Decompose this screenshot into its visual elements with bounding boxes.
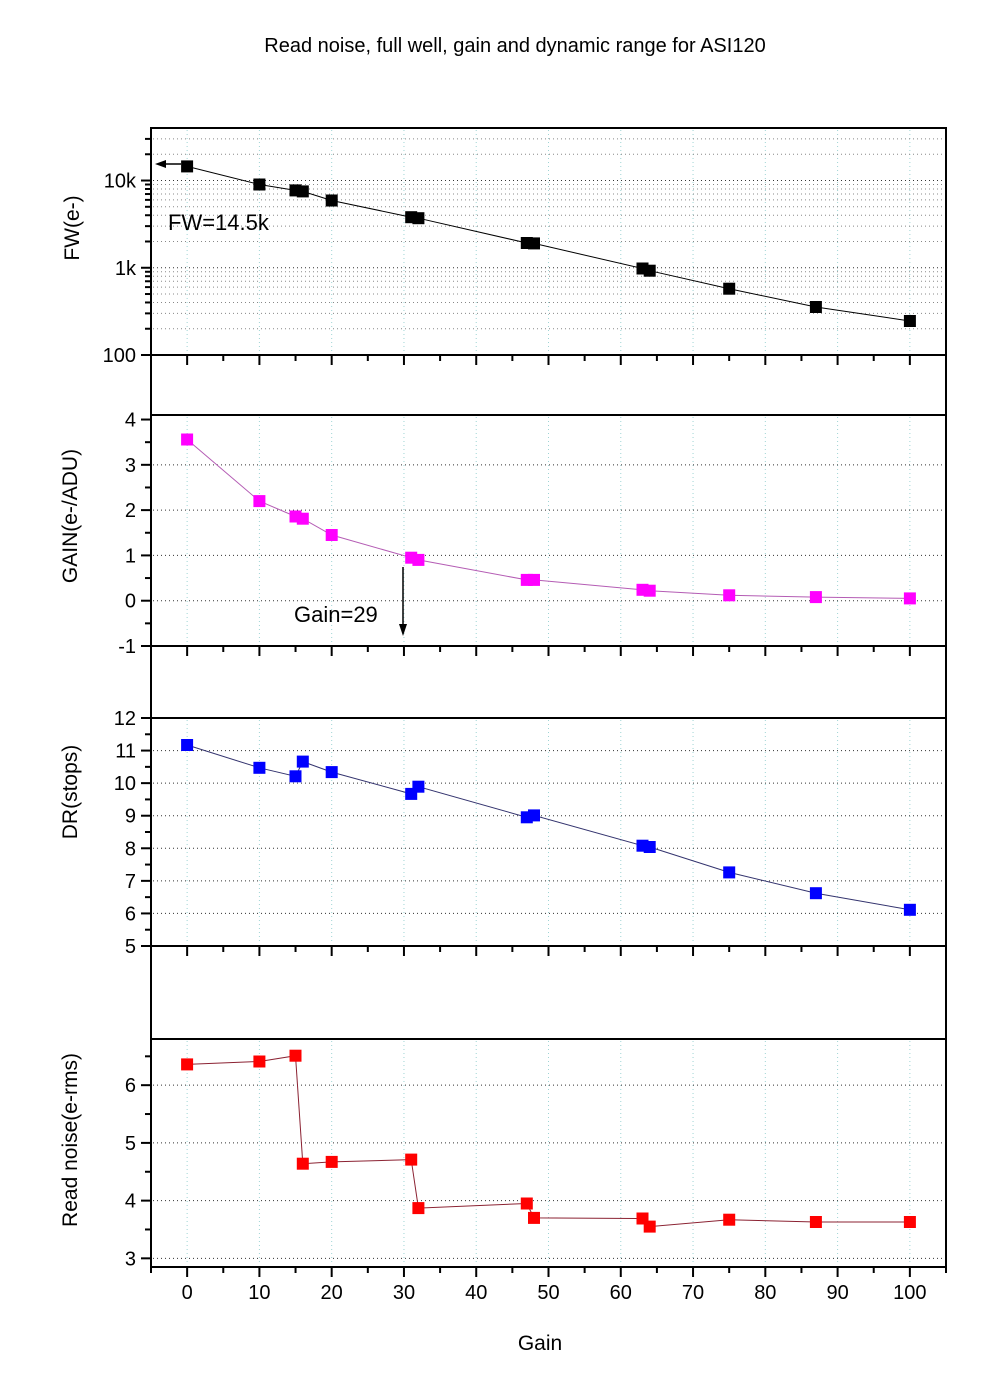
data-point (809, 591, 822, 604)
y-tick-label: 9 (125, 806, 136, 828)
data-point (903, 315, 916, 327)
x-tick-label: 100 (893, 1282, 926, 1304)
data-point (412, 780, 425, 793)
data-point (643, 264, 656, 277)
series-line (187, 1055, 910, 1228)
data-point (528, 1211, 540, 1224)
data-point (528, 573, 540, 586)
x-tick-label: 70 (682, 1282, 704, 1304)
y-tick-label: 10k (104, 171, 137, 193)
data-point (181, 160, 194, 173)
y-tick-label: 5 (125, 1133, 136, 1155)
y-axis-label-dynamic-range: DR(stops) (59, 745, 82, 840)
annotation-gain-text: Gain=29 (294, 602, 378, 627)
data-point (809, 1216, 822, 1228)
y-tick-label: 3 (125, 455, 136, 477)
data-point (903, 903, 916, 916)
data-point (412, 1202, 425, 1215)
data-point (325, 766, 338, 779)
data-point (181, 739, 194, 751)
data-point (528, 809, 540, 822)
panel-full-well: 100 1k 10k (103, 127, 947, 367)
chart-title: Read noise, full well, gain and dynamic … (264, 35, 765, 57)
annotation-arrow-left-icon (155, 160, 181, 168)
y-tick-label: 4 (125, 1191, 136, 1213)
annotation-arrow-down-icon (399, 567, 407, 636)
data-point (181, 1058, 194, 1071)
y-tick-label: 10 (114, 773, 136, 795)
y-tick-label: 11 (115, 741, 136, 763)
data-point (903, 592, 916, 605)
y-tick-label: 2 (125, 500, 136, 522)
y-tick-label: 6 (125, 903, 136, 925)
x-tick-label: 10 (248, 1282, 270, 1304)
annotation-full-well-text: FW=14.5k (168, 210, 270, 235)
y-tick-label: 1 (125, 545, 136, 567)
y-tick-label: 1k (115, 258, 137, 280)
data-point (520, 1197, 533, 1210)
y-tick-label: 8 (125, 838, 136, 860)
y-tick-label: 12 (114, 708, 136, 730)
x-tick-label: 40 (465, 1282, 487, 1304)
data-point (181, 433, 194, 446)
y-tick-label: 5 (125, 936, 136, 958)
panel-read-noise: 0 10 20 30 40 50 60 70 80 90 100 3 4 5 6 (125, 1038, 947, 1304)
data-point (903, 1216, 916, 1228)
data-point (253, 761, 266, 774)
data-point (643, 1220, 656, 1233)
y-axis-label-full-well: FW(e-) (61, 195, 84, 260)
x-tick-label: 0 (182, 1282, 193, 1304)
data-point (809, 887, 822, 900)
data-point (253, 1055, 266, 1068)
data-point (412, 553, 425, 566)
data-point (723, 282, 736, 295)
y-tick-label: 0 (125, 591, 136, 613)
data-point (809, 301, 822, 313)
data-point (412, 212, 425, 225)
y-tick-label: 100 (103, 345, 136, 367)
y-tick-label: 6 (125, 1075, 136, 1097)
data-point (325, 194, 338, 207)
data-point (723, 589, 736, 602)
data-point (253, 178, 266, 191)
x-tick-label: 90 (826, 1282, 848, 1304)
data-point (643, 584, 656, 597)
data-point (643, 841, 656, 853)
data-point (296, 512, 309, 525)
y-tick-label: 4 (125, 410, 136, 432)
data-point (296, 1157, 309, 1170)
x-tick-label: 20 (321, 1282, 343, 1304)
x-axis-label: Gain (518, 1332, 562, 1355)
y-tick-label: -1 (118, 636, 136, 658)
data-point (296, 755, 309, 768)
data-point (405, 1153, 418, 1166)
data-point (289, 1049, 302, 1062)
y-tick-label: 7 (125, 871, 136, 893)
x-tick-label: 30 (393, 1282, 415, 1304)
panel-dynamic-range: 5 6 7 8 9 10 11 12 (114, 708, 947, 958)
data-point (723, 1213, 736, 1226)
y-axis-label-read-noise: Read noise(e-rms) (59, 1053, 82, 1227)
data-point (253, 495, 266, 508)
x-tick-label: 80 (754, 1282, 776, 1304)
x-tick-label: 50 (537, 1282, 559, 1304)
data-point (723, 866, 736, 879)
data-point (528, 237, 540, 250)
y-tick-label: 3 (125, 1248, 136, 1270)
x-tick-label: 60 (610, 1282, 632, 1304)
data-point (296, 185, 309, 198)
data-point (325, 529, 338, 541)
data-point (289, 770, 302, 783)
panel-gain: -1 0 1 2 3 4 (118, 410, 947, 658)
y-axis-label-gain: GAIN(e-/ADU) (59, 449, 82, 583)
data-point (325, 1155, 338, 1168)
